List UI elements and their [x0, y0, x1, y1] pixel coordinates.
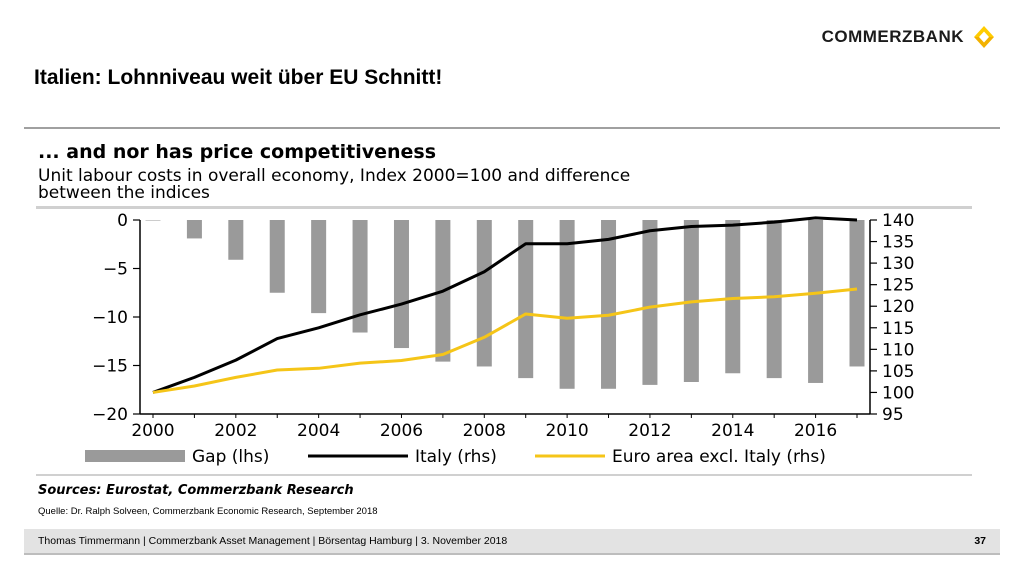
title-divider	[24, 127, 1000, 129]
chart-title: ... and nor has price competitiveness	[38, 141, 436, 163]
commerzbank-ribbon-icon	[974, 26, 994, 48]
unit-labour-cost-chart: ... and nor has price competitiveness Un…	[30, 134, 980, 500]
x-tick-label: 2014	[711, 421, 754, 441]
gap-bar-2001	[186, 220, 202, 239]
chart-subtitle-line-2: between the indices	[38, 183, 210, 203]
gap-bar-2014	[725, 220, 741, 374]
italy-line	[152, 216, 858, 394]
legend-italy-label: Italy (rhs)	[415, 447, 497, 467]
footer-text: Thomas Timmermann | Commerzbank Asset Ma…	[38, 535, 508, 547]
slide-title: Italien: Lohnniveau weit über EU Schnitt…	[34, 66, 443, 89]
plot-area: 0 −5 −10 −15 −20 1401351301251201151101051009…	[92, 211, 914, 441]
right-tick-label: 95	[882, 405, 904, 425]
gap-bar-2000	[145, 220, 161, 221]
left-tick-label: 0	[117, 211, 128, 231]
gap-bar-2009	[518, 220, 534, 379]
commerzbank-logo: COMMERZBANK	[822, 24, 998, 50]
left-tick-label: −15	[92, 357, 128, 377]
footer-bar: Thomas Timmermann | Commerzbank Asset Ma…	[24, 529, 1000, 555]
x-tick-label: 2004	[297, 421, 340, 441]
x-tick-label: 2006	[380, 421, 423, 441]
x-tick-label: 2002	[214, 421, 257, 441]
gap-bar-2004	[311, 220, 327, 314]
right-tick-label: 130	[882, 254, 914, 274]
legend-gap-label: Gap (lhs)	[192, 447, 269, 467]
x-tick-label: 2010	[545, 421, 588, 441]
right-tick-label: 100	[882, 383, 914, 403]
left-tick-label: −10	[92, 308, 128, 328]
brand-name: COMMERZBANK	[821, 27, 964, 46]
right-tick-label: 105	[882, 362, 914, 382]
chart-sources: Sources: Eurostat, Commerzbank Research	[38, 483, 354, 498]
euro-area-line	[152, 287, 858, 394]
right-tick-label: 120	[882, 297, 914, 317]
source-note: Quelle: Dr. Ralph Solveen, Commerzbank E…	[38, 506, 378, 517]
gap-bar-2003	[269, 220, 285, 293]
right-tick-label: 125	[882, 276, 914, 296]
chart-subtitle-line-1: Unit labour costs in overall economy, In…	[38, 166, 630, 186]
chart-header-divider	[36, 206, 972, 209]
page-number: 37	[974, 535, 986, 547]
chart-container: ... and nor has price competitiveness Un…	[30, 134, 980, 500]
gap-bar-2005	[352, 220, 368, 333]
right-tick-label: 110	[882, 340, 914, 360]
x-tick-label: 2008	[463, 421, 506, 441]
gap-bar-2017	[849, 220, 865, 367]
x-tick-label: 2016	[794, 421, 837, 441]
chart-footer-divider	[36, 474, 972, 476]
left-tick-label: −5	[103, 260, 128, 280]
right-tick-label: 135	[882, 233, 914, 253]
gap-bar-2015	[766, 220, 782, 379]
gap-bar-2011	[601, 220, 617, 389]
chart-legend: Gap (lhs) Italy (rhs) Euro area excl. Ital…	[85, 447, 826, 467]
x-tick-label: 2000	[131, 421, 174, 441]
gap-bar-2008	[476, 220, 492, 367]
gap-bar-2016	[808, 220, 824, 383]
left-tick-label: −20	[92, 405, 128, 425]
legend-gap-swatch	[85, 450, 185, 462]
legend-euro-label: Euro area excl. Italy (rhs)	[612, 447, 826, 467]
gap-bar-2006	[393, 220, 409, 349]
x-tick-label: 2012	[628, 421, 671, 441]
gap-bar-2012	[642, 220, 658, 385]
gap-bar-2002	[228, 220, 244, 260]
right-tick-label: 140	[882, 211, 914, 231]
right-tick-label: 115	[882, 319, 914, 339]
gap-bar-2010	[559, 220, 575, 389]
